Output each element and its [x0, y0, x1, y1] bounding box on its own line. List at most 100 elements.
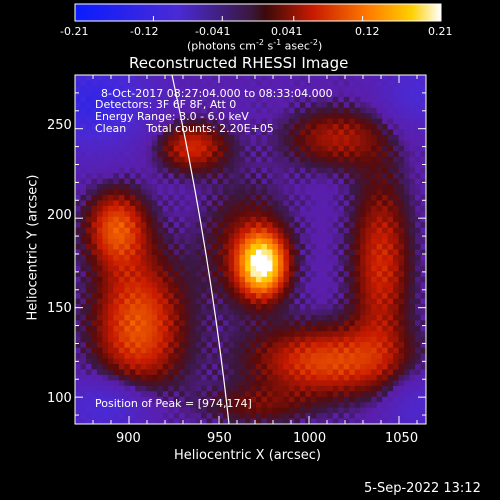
- heatmap-cell: [245, 113, 252, 120]
- heatmap-cell: [201, 396, 208, 403]
- heatmap-cell: [135, 80, 142, 87]
- heatmap-cell: [212, 113, 219, 120]
- heatmap-cell: [80, 293, 87, 300]
- heatmap-cell: [305, 364, 312, 371]
- heatmap-cell: [310, 184, 317, 191]
- heatmap-cell: [140, 107, 147, 114]
- heatmap-cell: [129, 276, 136, 283]
- heatmap-cell: [212, 396, 219, 403]
- heatmap-cell: [420, 145, 426, 152]
- heatmap-cell: [151, 222, 158, 229]
- heatmap-cell: [272, 249, 279, 256]
- heatmap-cell: [85, 265, 93, 272]
- heatmap-cell: [332, 107, 339, 114]
- heatmap-cell: [228, 91, 235, 98]
- heatmap-cell: [398, 151, 405, 158]
- heatmap-cell: [409, 287, 416, 294]
- heatmap-cell: [195, 167, 202, 174]
- heatmap-cell: [354, 216, 361, 223]
- heatmap-cell: [102, 189, 109, 196]
- heatmap-cell: [415, 140, 422, 147]
- heatmap-cell: [91, 205, 98, 212]
- heatmap-cell: [190, 238, 197, 245]
- heatmap-cell: [415, 331, 422, 338]
- colorbar-tick-label: -0.21: [60, 25, 89, 38]
- heatmap-cell: [184, 385, 191, 392]
- heatmap-cell: [173, 244, 180, 251]
- heatmap-cell: [217, 134, 224, 142]
- heatmap-cell: [85, 75, 93, 82]
- heatmap-cell: [255, 309, 263, 316]
- heatmap-cell: [332, 91, 339, 98]
- heatmap-cell: [360, 80, 367, 87]
- heatmap-cell: [360, 282, 367, 289]
- heatmap-cell: [321, 178, 328, 185]
- heatmap-cell: [371, 325, 378, 332]
- heatmap-cell: [382, 244, 389, 251]
- heatmap-cell: [343, 85, 350, 92]
- heatmap-cell: [245, 222, 252, 229]
- heatmap-cell: [321, 413, 328, 420]
- heatmap-cell: [140, 369, 147, 376]
- heatmap-cell: [239, 413, 246, 420]
- heatmap-cell: [228, 347, 235, 354]
- heatmap-cell: [250, 298, 257, 305]
- heatmap-cell: [190, 244, 197, 251]
- heatmap-cell: [223, 205, 230, 212]
- heatmap-cell: [294, 194, 301, 202]
- colorbar-tick-label: 0.12: [355, 25, 380, 38]
- heatmap-cell: [332, 364, 339, 371]
- heatmap-cell: [206, 184, 213, 191]
- heatmap-cell: [415, 85, 422, 92]
- heatmap-cell: [250, 145, 257, 152]
- heatmap-cell: [157, 336, 164, 343]
- heatmap-cell: [107, 369, 114, 376]
- heatmap-cell: [305, 85, 312, 92]
- heatmap-cell: [266, 140, 274, 147]
- heatmap-cell: [184, 113, 191, 120]
- heatmap-cell: [118, 96, 125, 103]
- heatmap-cell: [206, 265, 213, 272]
- heatmap-cell: [151, 118, 158, 125]
- heatmap-cell: [349, 151, 356, 158]
- heatmap-cell: [409, 276, 416, 283]
- heatmap-cell: [321, 151, 328, 158]
- heatmap-cell: [168, 140, 175, 147]
- heatmap-cell: [223, 173, 230, 180]
- heatmap-cell: [321, 369, 328, 376]
- heatmap-cell: [360, 91, 367, 98]
- heatmap-cell: [173, 336, 180, 343]
- heatmap-cell: [371, 75, 378, 82]
- heatmap-cell: [349, 145, 356, 152]
- heatmap-cell: [223, 293, 230, 300]
- heatmap-cell: [195, 385, 202, 392]
- heatmap-cell: [316, 385, 323, 392]
- heatmap-cell: [118, 194, 125, 202]
- heatmap-cell: [190, 173, 197, 180]
- heatmap-cell: [349, 364, 356, 371]
- heatmap-cell: [360, 124, 367, 131]
- heatmap-cell: [124, 385, 131, 392]
- heatmap-cell: [387, 347, 394, 354]
- heatmap-cell: [404, 233, 411, 240]
- heatmap-cell: [184, 211, 191, 218]
- heatmap-cell: [327, 173, 334, 180]
- heatmap-cell: [250, 369, 257, 376]
- heatmap-cell: [124, 200, 131, 207]
- heatmap-cell: [283, 244, 290, 251]
- heatmap-cell: [404, 216, 411, 223]
- heatmap-cell: [321, 293, 328, 300]
- heatmap-cell: [349, 347, 356, 354]
- heatmap-cell: [179, 353, 186, 360]
- heatmap-cell: [272, 353, 279, 360]
- heatmap-cell: [327, 364, 334, 371]
- heatmap-cell: [190, 265, 197, 272]
- heatmap-cell: [327, 271, 334, 278]
- heatmap-cell: [305, 134, 312, 142]
- heatmap-cell: [382, 358, 389, 365]
- heatmap-cell: [135, 314, 142, 321]
- heatmap-cell: [113, 374, 120, 381]
- heatmap-cell: [124, 314, 131, 321]
- heatmap-cell: [387, 325, 394, 332]
